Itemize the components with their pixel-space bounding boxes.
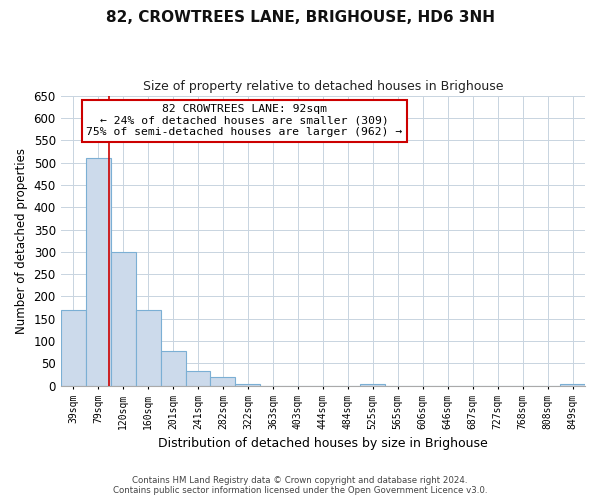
Bar	[211, 377, 235, 386]
Bar	[136, 310, 161, 386]
Bar	[110, 252, 136, 386]
Text: Contains HM Land Registry data © Crown copyright and database right 2024.
Contai: Contains HM Land Registry data © Crown c…	[113, 476, 487, 495]
Text: 82 CROWTREES LANE: 92sqm
← 24% of detached houses are smaller (309)
75% of semi-: 82 CROWTREES LANE: 92sqm ← 24% of detach…	[86, 104, 403, 138]
Bar	[86, 158, 110, 386]
Bar	[185, 372, 211, 386]
Title: Size of property relative to detached houses in Brighouse: Size of property relative to detached ho…	[143, 80, 503, 93]
Bar	[235, 384, 260, 386]
Bar	[560, 384, 585, 386]
Y-axis label: Number of detached properties: Number of detached properties	[15, 148, 28, 334]
Bar	[161, 351, 185, 386]
Bar	[360, 384, 385, 386]
X-axis label: Distribution of detached houses by size in Brighouse: Distribution of detached houses by size …	[158, 437, 488, 450]
Text: 82, CROWTREES LANE, BRIGHOUSE, HD6 3NH: 82, CROWTREES LANE, BRIGHOUSE, HD6 3NH	[106, 10, 494, 25]
Bar	[61, 310, 86, 386]
